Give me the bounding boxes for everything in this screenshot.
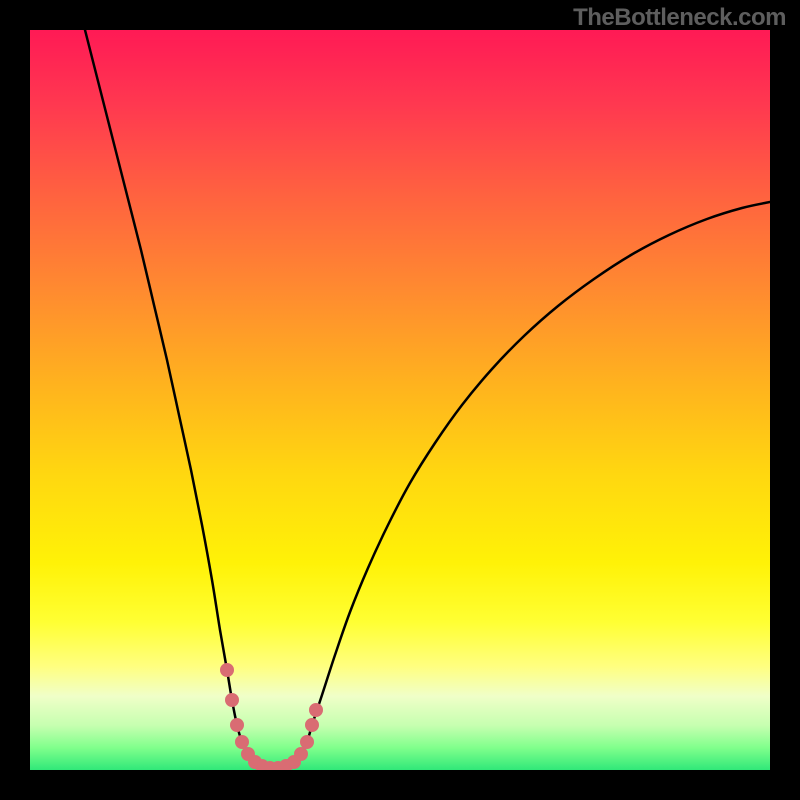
curve-left_branch [85,30,312,768]
marker-point [231,719,244,732]
bottleneck-curve [85,30,770,768]
marker-point [306,719,319,732]
plot-area [30,30,770,770]
marker-point [236,736,249,749]
watermark-text: TheBottleneck.com [573,4,786,32]
curve-layer [30,30,770,770]
curve-right_branch [312,202,770,725]
marker-point [221,664,234,677]
marker-point [310,704,323,717]
marker-point [226,694,239,707]
marker-point [301,736,314,749]
chart-container: TheBottleneck.com [0,0,800,800]
marker-point [295,748,308,761]
